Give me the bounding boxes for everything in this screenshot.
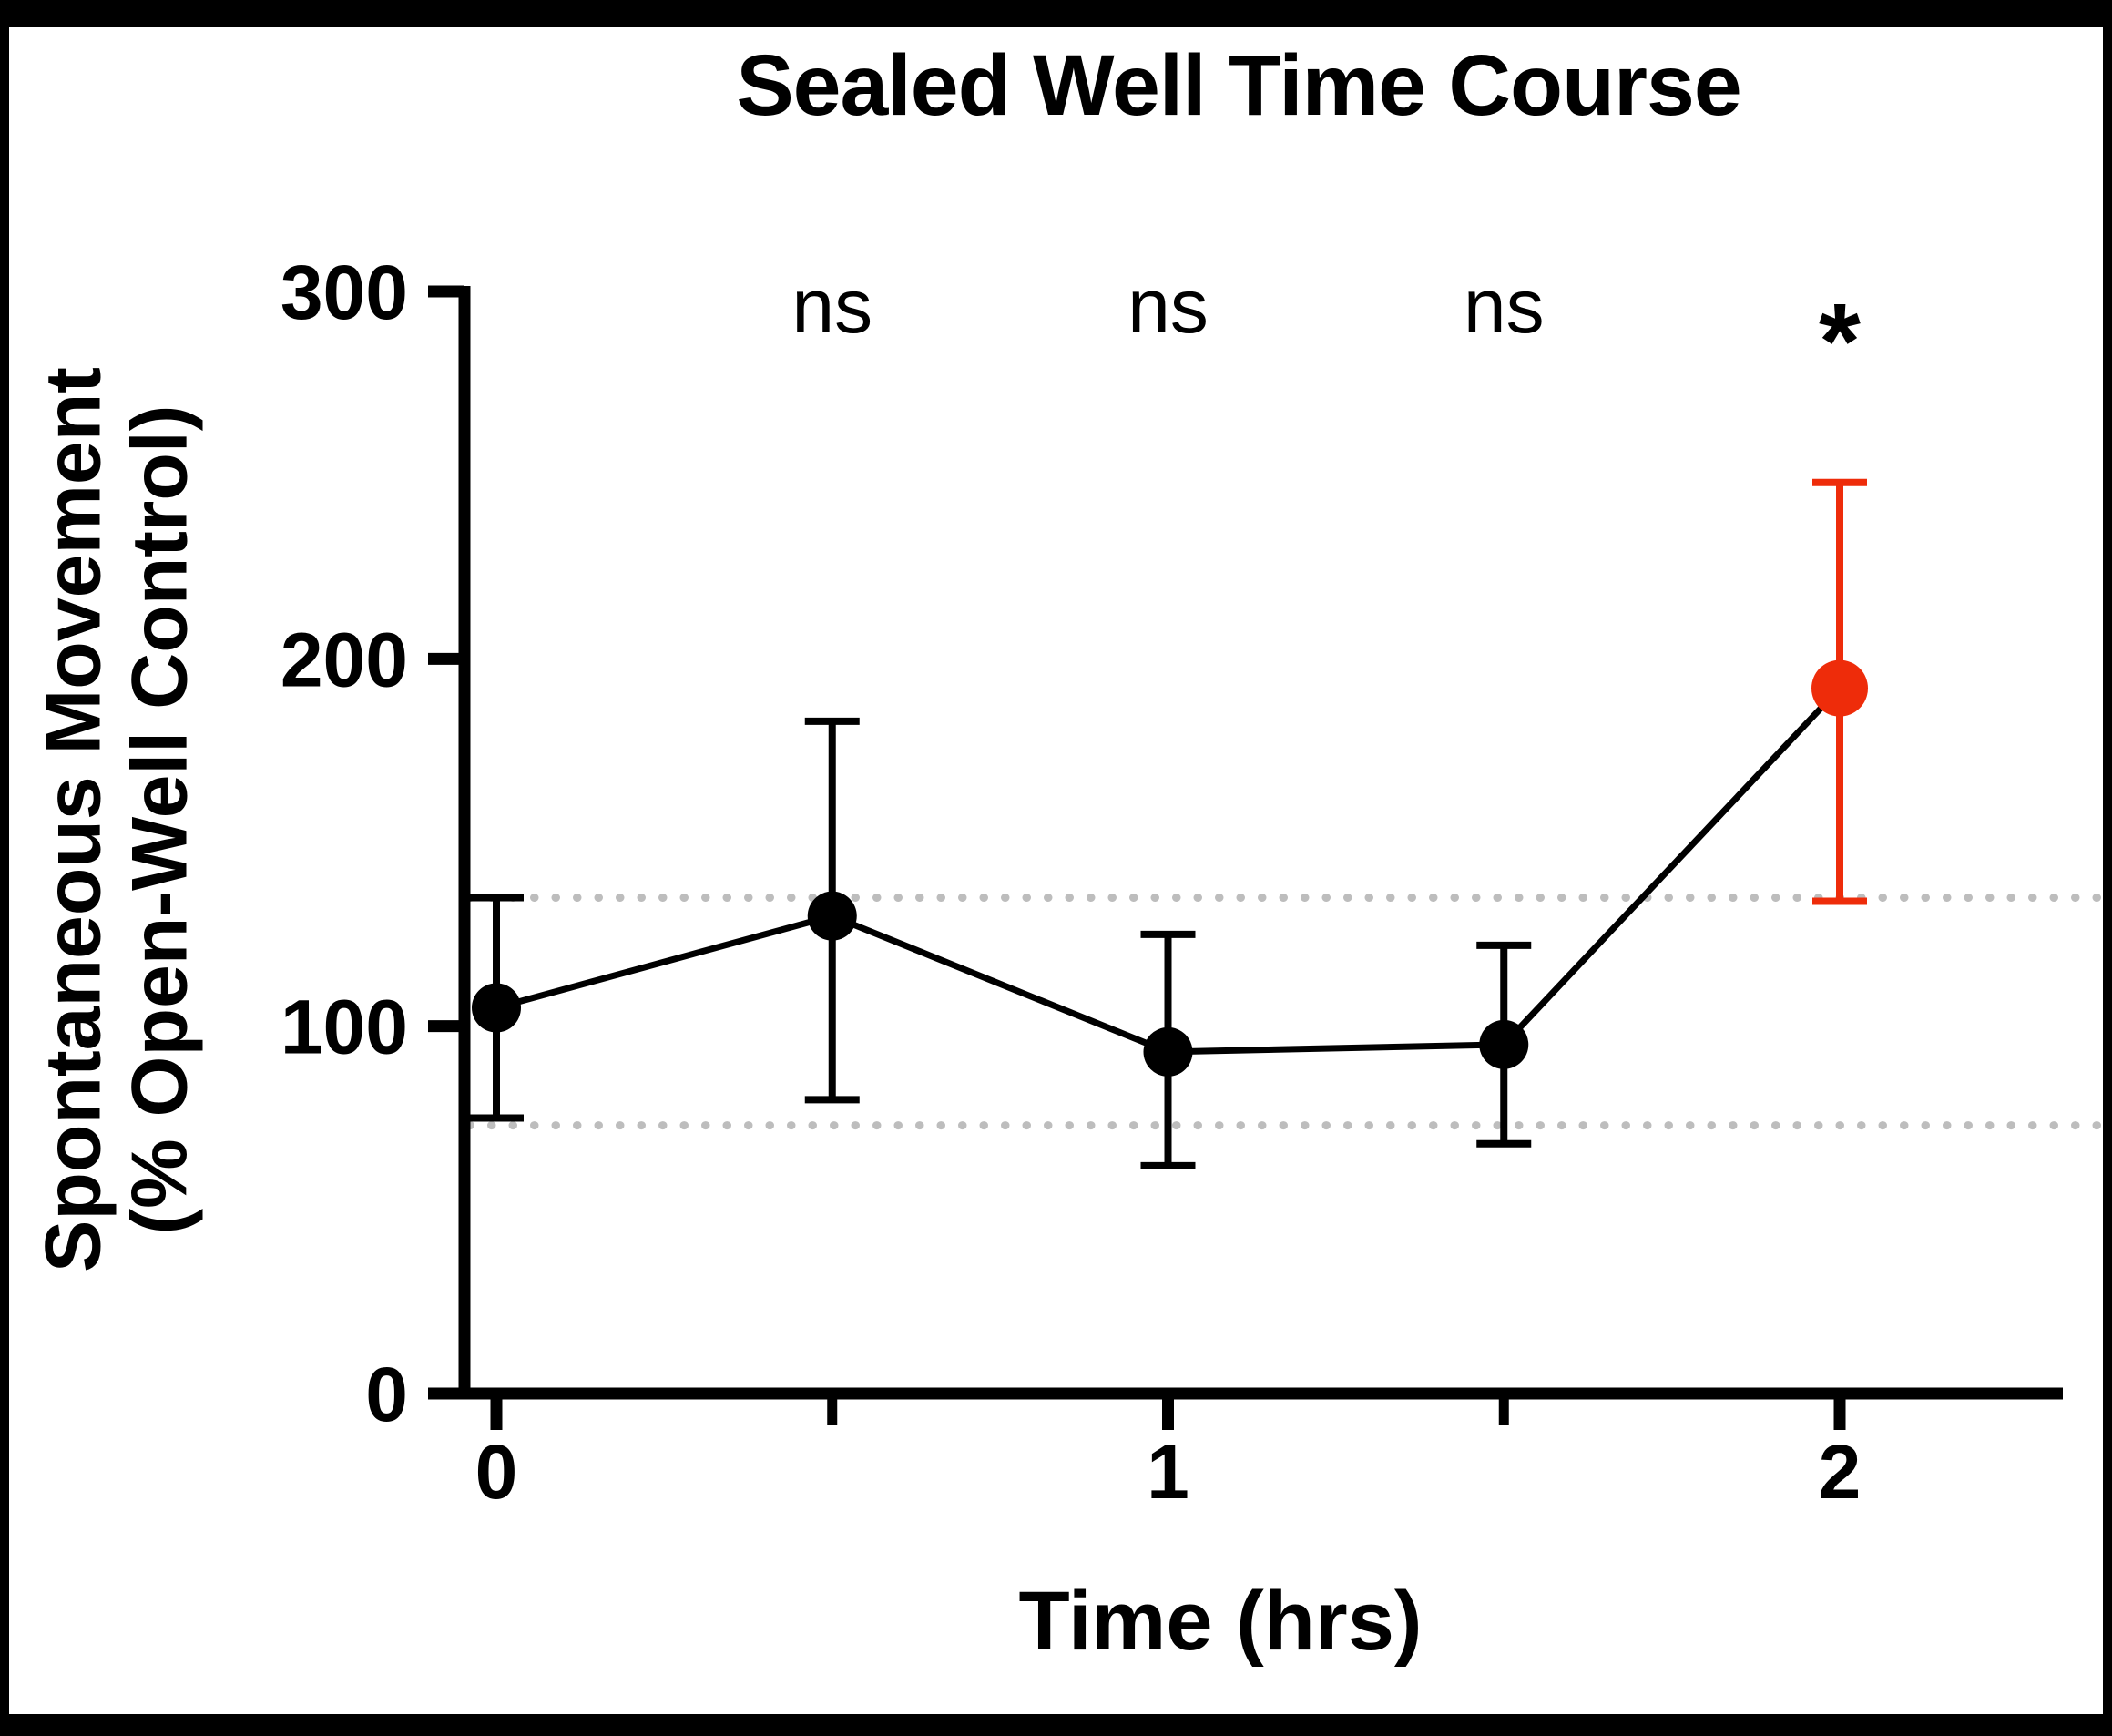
y-tick-label: 300 bbox=[281, 250, 408, 335]
axis-spines bbox=[458, 286, 2063, 1400]
plot-area: 0 100 200 300 0 1 2 ns ns ns * bbox=[281, 250, 2103, 1515]
y-tick-label: 200 bbox=[281, 617, 408, 702]
chart-title: Sealed Well Time Course bbox=[736, 37, 1741, 134]
data-point bbox=[807, 891, 857, 941]
x-axis-label: Time (hrs) bbox=[1018, 1575, 1423, 1668]
data-point bbox=[1479, 1019, 1529, 1069]
significance-star: * bbox=[1819, 281, 1861, 402]
x-tick-label: 1 bbox=[1147, 1429, 1189, 1515]
y-tick-label: 100 bbox=[281, 985, 408, 1070]
significance-label: ns bbox=[1464, 263, 1545, 349]
x-tick-label: 2 bbox=[1819, 1429, 1862, 1515]
x-tick-label: 0 bbox=[475, 1429, 518, 1515]
significance-label: ns bbox=[791, 263, 872, 349]
data-point bbox=[472, 983, 521, 1033]
data-point bbox=[1811, 659, 1868, 717]
data-point bbox=[1143, 1026, 1193, 1077]
y-tick-label: 0 bbox=[365, 1352, 408, 1437]
significance-label: ns bbox=[1127, 263, 1209, 349]
